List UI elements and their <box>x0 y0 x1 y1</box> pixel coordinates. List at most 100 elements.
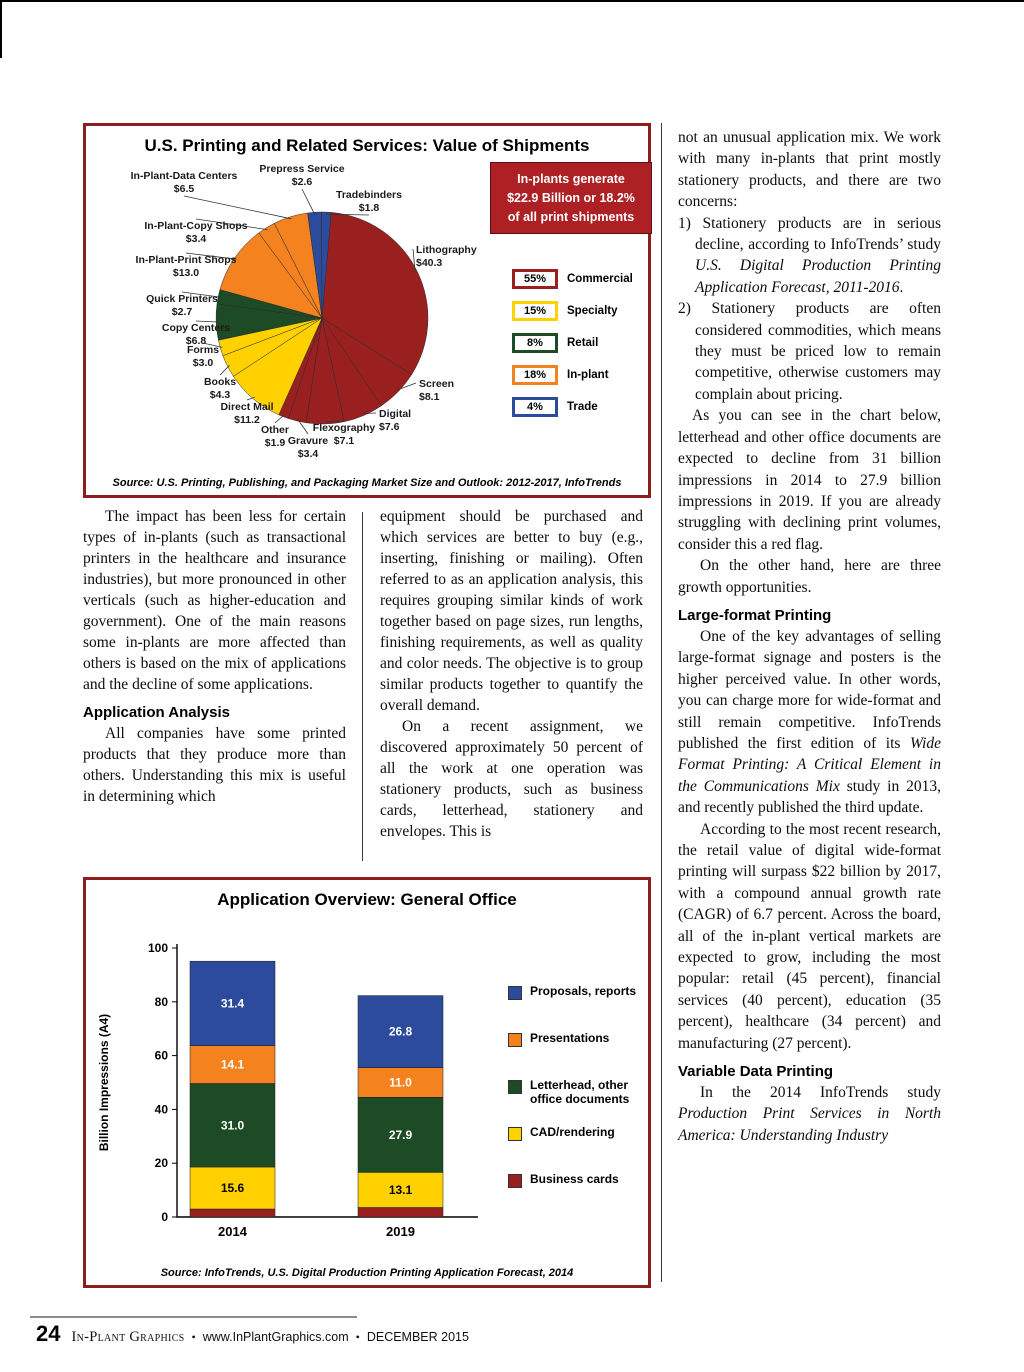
legend-label: Business cards <box>530 1172 619 1186</box>
legend-percent-box: 18% <box>512 365 558 385</box>
legend-label: Presentations <box>530 1031 610 1045</box>
legend-swatch <box>508 1033 522 1047</box>
page-edge-left <box>0 0 2 58</box>
article-column-right: not an unusual application mix. We work … <box>678 127 941 1146</box>
pie-slice-label: Direct Mail $11.2 <box>220 401 273 426</box>
footer-brand: In-Plant Graphics <box>71 1329 185 1345</box>
pie-leader-line <box>181 291 221 298</box>
x-category-label: 2014 <box>218 1224 248 1239</box>
bar-legend-item: Letterhead, other office documents <box>508 1078 648 1125</box>
legend-label: In-plant <box>567 369 609 381</box>
pie-slice-label: Flexography $7.1 <box>313 422 376 447</box>
article-column-1: The impact has been less for certain typ… <box>83 506 346 807</box>
y-tick-label: 60 <box>155 1049 169 1063</box>
footer-url: www.InPlantGraphics.com <box>202 1330 349 1344</box>
legend-percent-box: 55% <box>512 269 558 289</box>
page-edge-top <box>0 0 1024 2</box>
pie-slice-label: Books $4.3 <box>204 376 236 401</box>
numbered-item-1: 1) Stationery products are in serious de… <box>678 214 941 296</box>
bar-chart-title: Application Overview: General Office <box>217 890 517 909</box>
paragraph: The impact has been less for certain typ… <box>83 508 346 693</box>
pie-slice-label: Prepress Service $2.6 <box>259 163 344 188</box>
bar-segment <box>189 1166 276 1210</box>
legend-label: Trade <box>567 401 598 413</box>
legend-label: Commercial <box>567 273 633 285</box>
callout-line-2: $22.9 Billion or 18.2% <box>507 190 635 205</box>
pie-legend-item: 18% In-plant <box>512 365 633 385</box>
legend-swatch <box>508 1174 522 1188</box>
y-tick-label: 20 <box>155 1156 169 1170</box>
pie-slice-label: Quick Printers $2.7 <box>146 293 218 318</box>
y-tick-label: 0 <box>161 1210 168 1224</box>
paragraph: According to the most recent research, t… <box>678 820 941 1052</box>
callout-line-3: of all print shipments <box>507 209 635 224</box>
pie-chart-title: U.S. Printing and Related Services: Valu… <box>144 136 590 155</box>
bar-legend-item: CAD/rendering <box>508 1125 648 1172</box>
inplants-callout: In-plants generate $22.9 Billion or 18.2… <box>490 162 652 235</box>
footer-date: DECEMBER 2015 <box>366 1330 469 1344</box>
bar-legend-item: Presentations <box>508 1031 648 1078</box>
paragraph: All companies have some printed products… <box>83 725 346 805</box>
pie-leader-line <box>301 188 316 215</box>
pie-slice-label: Gravure $3.4 <box>288 435 328 460</box>
variable-data-heading: Variable Data Printing <box>678 1063 834 1081</box>
numbered-item-2: 2) Stationery products are often conside… <box>678 300 941 403</box>
pie-leader-line <box>219 365 230 376</box>
footer-bullet: • <box>355 1330 360 1344</box>
pie-slice-label: Lithography $40.3 <box>416 244 477 269</box>
legend-swatch <box>508 986 522 1000</box>
paragraph: In the 2014 InfoTrends study Production … <box>678 1084 941 1144</box>
bar-chart-canvas: 0 20 40 60 80 100 15.6 31.0 14.1 31.4 2014 13.1 27.9… <box>97 941 478 1239</box>
x-category-label: 2019 <box>386 1224 415 1239</box>
pie-slice-label: Other $1.9 <box>261 424 289 449</box>
pie-slice-label: Copy Centers $6.8 <box>162 322 230 347</box>
y-axis-title: Billion Impressions (A4) <box>97 1014 111 1151</box>
legend-label: Specialty <box>567 305 618 317</box>
paragraph: One of the key advantages of selling lar… <box>678 627 941 817</box>
y-tick-label: 80 <box>155 995 169 1009</box>
pie-leader-line <box>202 342 223 348</box>
legend-percent-box: 4% <box>512 397 558 417</box>
pie-leader-line <box>326 213 370 216</box>
paragraph: On the other hand, here are three growth… <box>678 557 941 596</box>
column-divider <box>362 512 363 861</box>
legend-swatch <box>508 1080 522 1094</box>
legend-percent-box: 8% <box>512 333 558 353</box>
pie-leader-line <box>362 412 377 414</box>
pie-legend-item: 8% Retail <box>512 333 633 353</box>
bar-segment <box>189 1208 276 1218</box>
callout-line-1: In-plants generate <box>517 172 625 186</box>
legend-label: Retail <box>567 337 599 349</box>
bar-chart-panel: 0 20 40 60 80 100 15.6 31.0 14.1 31.4 2014 13.1 27.9… <box>83 877 651 1288</box>
pie-leader-line <box>185 252 237 260</box>
legend-percent-box: 15% <box>512 301 558 321</box>
application-analysis-heading: Application Analysis <box>83 704 230 721</box>
pie-leader-line <box>246 396 255 401</box>
pie-slice-label: Screen $8.1 <box>419 378 454 403</box>
bar-legend-item: Business cards <box>508 1172 648 1219</box>
bar-value-label: 11.0 <box>389 1076 412 1090</box>
bar-value-label: 27.9 <box>389 1128 413 1142</box>
bar-value-label: 13.1 <box>389 1183 413 1197</box>
large-format-heading: Large-format Printing <box>678 606 832 624</box>
y-tick-label: 100 <box>148 941 168 955</box>
pie-leader-line <box>183 195 292 220</box>
pie-leader-line <box>195 320 219 323</box>
footer-rule <box>30 1316 357 1318</box>
pie-legend-item: 55% Commercial <box>512 269 633 289</box>
pie-slice-label: Digital $7.6 <box>379 408 411 433</box>
bar-value-label: 26.8 <box>389 1025 413 1039</box>
pie-leader-line <box>396 382 417 391</box>
pie-leader-line <box>325 420 345 423</box>
pie-leader-line <box>412 248 416 272</box>
bar-segment <box>357 1207 444 1218</box>
bar-legend-item: Proposals, reports <box>508 984 648 1031</box>
pie-legend-item: 15% Specialty <box>512 301 633 321</box>
bar-segment <box>357 1067 444 1098</box>
bar-value-label: 14.1 <box>221 1058 245 1072</box>
pie-slice-label: Forms $3.0 <box>187 344 219 369</box>
pie-slice-label: In-Plant-Print Shops $13.0 <box>136 254 237 279</box>
bar-value-label: 31.0 <box>221 1118 245 1132</box>
legend-label: Letterhead, other office documents <box>530 1078 630 1107</box>
bar-value-label: 15.6 <box>221 1181 245 1195</box>
